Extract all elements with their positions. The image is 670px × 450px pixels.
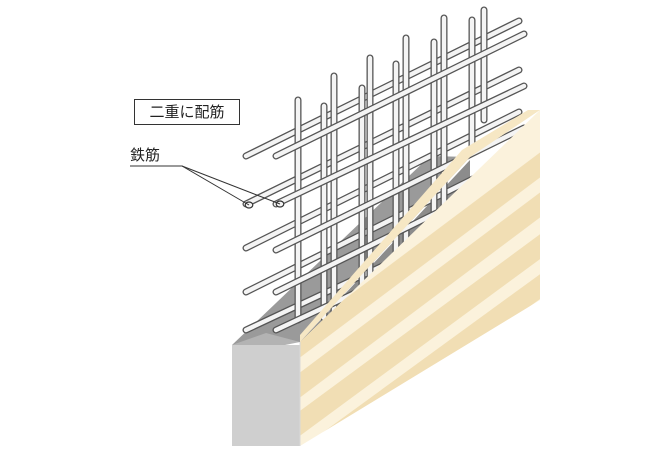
rebar-leader-lines	[130, 165, 281, 206]
concrete-top-face	[232, 333, 300, 348]
rebar-cross-section-icon	[244, 200, 285, 209]
concrete-inner-top	[232, 156, 470, 345]
rebar-label: 鉄筋	[130, 146, 161, 164]
concrete-front-face	[232, 345, 300, 446]
double-reinforcement-label: 二重に配筋	[134, 99, 240, 125]
